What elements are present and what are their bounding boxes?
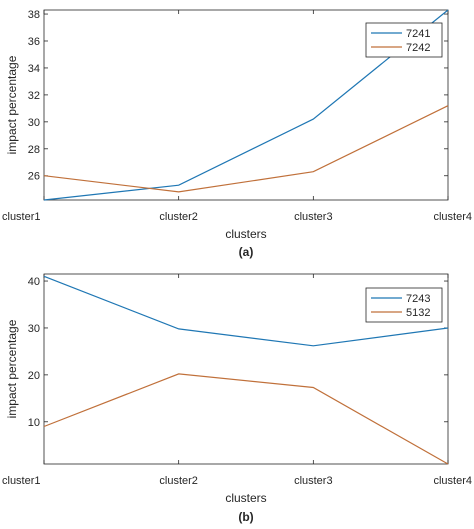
- legend-entry: 5132: [406, 307, 430, 319]
- legend-box: [365, 22, 443, 58]
- y-axis-label: impact percentage: [5, 319, 19, 418]
- series-line-5132: [43, 373, 449, 465]
- y-tick-label: 10: [28, 417, 40, 429]
- legend: 7243 5132: [365, 287, 443, 323]
- y-tick-label: 40: [28, 276, 40, 288]
- series-line-7242: [43, 105, 449, 193]
- subfigure-caption: (b): [238, 510, 253, 524]
- subfigure-caption: (a): [239, 245, 254, 259]
- chart-a: 26 28 30 32 34 36 38 cluster1 cluster2 cluster3 cl…: [2, 9, 472, 259]
- x-tick-label: cluster1: [2, 475, 41, 487]
- series-line-7243: [43, 275, 449, 347]
- legend-box: [365, 287, 443, 323]
- y-tick-label: 26: [28, 171, 40, 183]
- x-axis-label: clusters: [225, 227, 266, 241]
- x-tick-label: cluster1: [2, 211, 41, 223]
- y-tick-label: 32: [28, 90, 40, 102]
- x-tick-label: cluster4: [433, 211, 472, 223]
- y-tick-label: 38: [28, 9, 40, 21]
- legend: 7241 7242: [365, 22, 443, 58]
- y-tick-label: 30: [28, 117, 40, 129]
- x-tick-label: cluster3: [294, 475, 333, 487]
- y-tick-label: 30: [28, 323, 40, 335]
- y-tick-label: 20: [28, 370, 40, 382]
- x-tick-label: cluster2: [159, 475, 198, 487]
- chart-b: 10 20 30 40 cluster1 cluster2 cluster3 cluster4…: [2, 273, 472, 524]
- x-tick-label: cluster4: [433, 475, 472, 487]
- y-tick-label: 34: [28, 63, 40, 75]
- x-axis-label: clusters: [225, 491, 266, 505]
- x-tick-label: cluster2: [159, 211, 198, 223]
- series-line-7241: [43, 9, 449, 201]
- legend-entry: 7242: [406, 42, 430, 54]
- y-tick-label: 28: [28, 144, 40, 156]
- y-tick-label: 36: [28, 36, 40, 48]
- legend-entry: 7243: [406, 293, 430, 305]
- legend-entry: 7241: [406, 28, 430, 40]
- x-tick-label: cluster3: [294, 211, 333, 223]
- y-axis-label: impact percentage: [5, 55, 19, 154]
